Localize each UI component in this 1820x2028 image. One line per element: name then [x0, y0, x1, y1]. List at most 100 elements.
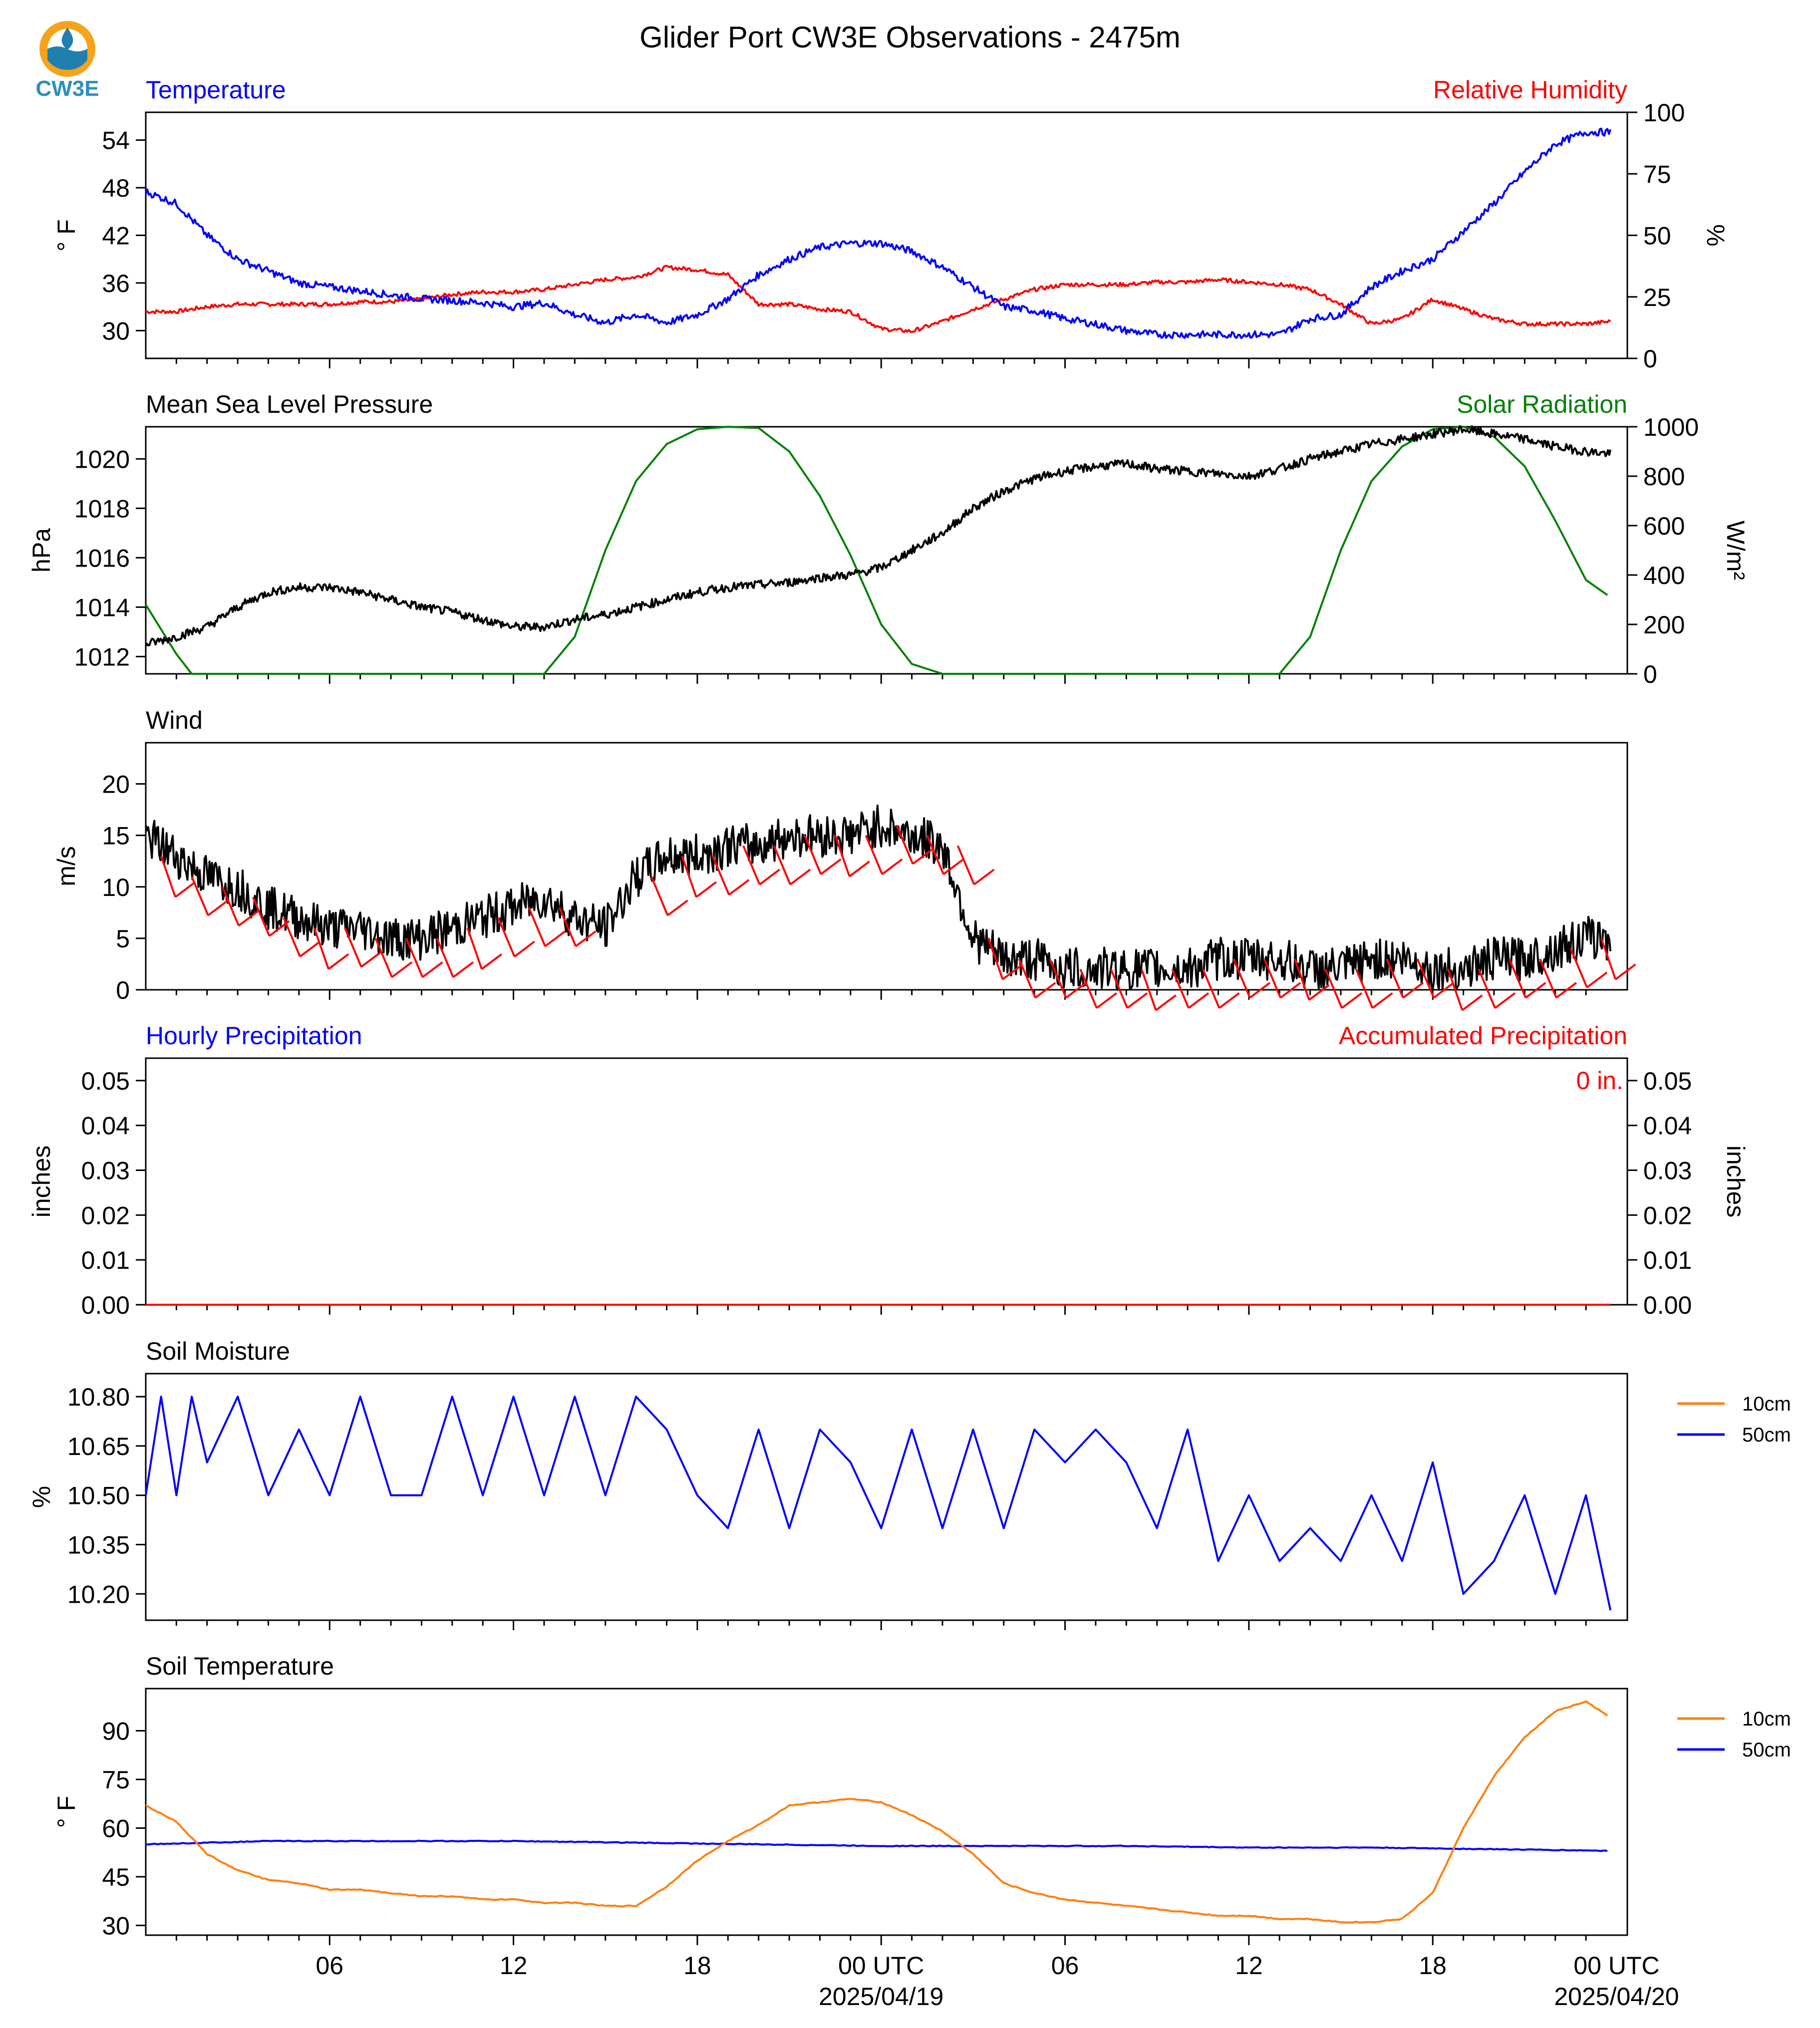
wind-barb-flag	[1034, 982, 1056, 999]
wind-barb-flag	[174, 881, 196, 898]
y-tick-label: 15	[102, 822, 130, 850]
y-tick-label: 0.03	[81, 1157, 130, 1185]
axes-frame	[145, 426, 1628, 675]
logo-water-icon	[47, 46, 87, 70]
wind-barb-flag	[1249, 982, 1271, 999]
y2-tick-label: 100	[1643, 99, 1685, 127]
wind-barb	[1508, 958, 1527, 998]
wind-barb	[773, 845, 791, 885]
y-tick-label: 1020	[74, 445, 130, 473]
y2-tick-label: 25	[1643, 284, 1671, 311]
wind-barb-flag	[1155, 994, 1177, 1011]
y-tick-label: 30	[102, 1912, 130, 1940]
y-tick-label: 20	[102, 771, 130, 799]
y2-tick-label: 0.01	[1643, 1246, 1692, 1274]
x-tick-label: 18	[683, 1952, 711, 1980]
wind-barb	[865, 835, 884, 875]
y-axis-label: ° F	[52, 219, 80, 251]
wind-barb-flag	[1308, 984, 1330, 1001]
panel-title-left: Hourly Precipitation	[146, 1022, 362, 1050]
wind-barb-flag	[452, 961, 474, 978]
wind-barb-flag	[575, 930, 597, 947]
wind-speed-line	[145, 804, 1612, 991]
logo-text: CW3E	[35, 76, 99, 101]
wind-barb-flag	[207, 899, 229, 916]
axes-frame	[145, 1057, 1628, 1306]
y-tick-label: 30	[102, 317, 130, 345]
wind-barb	[1447, 969, 1464, 1011]
panel-wind: Wind 0 5 10 15 20 m/s	[52, 706, 1636, 1011]
y-tick-label: 10.50	[67, 1482, 130, 1510]
wind-barb-flag	[299, 940, 321, 958]
wind-barb-flag	[422, 961, 443, 978]
cw3e-logo: CW3E	[35, 21, 99, 101]
wind-barb	[497, 917, 516, 957]
wind-barb	[313, 927, 330, 970]
panel-soil_moisture: Soil Moisture 10.20 10.35 10.50 10.65 10.80% 1…	[27, 1337, 1791, 1630]
y-tick-label: 48	[102, 174, 130, 202]
wind-barb	[803, 835, 822, 875]
wind-barb	[1141, 969, 1157, 1011]
wind-barb	[1600, 938, 1617, 980]
y-tick-label: 36	[102, 270, 130, 297]
y2-tick-label: 50	[1643, 222, 1671, 250]
pressure-line	[145, 425, 1612, 647]
soil-temp-50cm-line	[145, 1839, 1608, 1852]
wind-barb-flag	[238, 909, 260, 927]
wind-barb	[466, 927, 483, 970]
wind-barb-flag	[973, 869, 995, 885]
y-tick-label: 0.02	[81, 1201, 130, 1229]
wind-barb	[374, 938, 393, 978]
wind-barb	[956, 845, 975, 885]
y2-tick-label: 200	[1643, 611, 1685, 639]
wind-barb-flag	[820, 858, 842, 875]
y2-tick-label: 0	[1643, 660, 1657, 688]
wind-barb-flag	[1433, 982, 1455, 999]
wind-barb-flag	[360, 951, 382, 968]
wind-barb	[436, 938, 454, 978]
wind-barb	[1539, 958, 1557, 998]
y-axis-label: ° F	[52, 1796, 80, 1828]
wind-barb	[1324, 968, 1343, 1009]
y2-axis-label: W/m²	[1722, 521, 1750, 580]
wind-barb	[1416, 958, 1435, 998]
y2-tick-label: 0.03	[1643, 1157, 1692, 1185]
y-tick-label: 10.65	[67, 1433, 130, 1460]
precip-total-label: 0 in.	[1576, 1067, 1623, 1095]
wind-barb-flag	[759, 869, 780, 885]
x-tick-label: 06	[316, 1952, 344, 1980]
panel-title-left: Mean Sea Level Pressure	[146, 390, 433, 418]
x-tick-label: 00 UTC	[1573, 1952, 1659, 1980]
soil-moisture-50cm-line	[145, 1396, 1612, 1611]
y-tick-label: 10.20	[67, 1580, 130, 1608]
panel-title-left: Soil Moisture	[146, 1337, 290, 1365]
panel-title-left: Soil Temperature	[146, 1652, 334, 1680]
wind-barb-flag	[912, 848, 933, 865]
wind-barb	[221, 886, 240, 926]
wind-barb-flag	[1002, 963, 1023, 980]
wind-barb	[1478, 968, 1496, 1009]
wind-barb	[1263, 958, 1282, 998]
y-tick-label: 5	[116, 925, 130, 953]
wind-barb	[405, 938, 424, 978]
wind-barb	[681, 856, 697, 897]
y2-axis-label: inches	[1722, 1146, 1750, 1218]
x-tick-label: 00 UTC	[838, 1952, 924, 1980]
wind-barb	[926, 835, 944, 875]
wind-barb-flag	[391, 961, 413, 978]
panel-pressure_solar: Mean Sea Level Pressure Solar Radiation 10…	[27, 390, 1750, 688]
y-axis-label: inches	[27, 1146, 55, 1218]
wind-barb-flag	[942, 858, 964, 875]
y-axis-label: hPa	[27, 528, 55, 573]
axes-frame	[145, 1688, 1628, 1936]
wind-barb-flag	[1280, 982, 1301, 999]
y-tick-label: 0.00	[81, 1291, 130, 1319]
y2-tick-label: 0.04	[1643, 1112, 1692, 1140]
y-tick-label: 10.80	[67, 1383, 130, 1411]
wind-barb	[252, 896, 271, 936]
wind-barb	[1018, 958, 1037, 998]
panel-title-left: Wind	[146, 706, 203, 734]
wind-barb	[558, 907, 577, 947]
y-tick-label: 0.04	[81, 1112, 130, 1140]
y2-tick-label: 0.02	[1643, 1201, 1692, 1229]
